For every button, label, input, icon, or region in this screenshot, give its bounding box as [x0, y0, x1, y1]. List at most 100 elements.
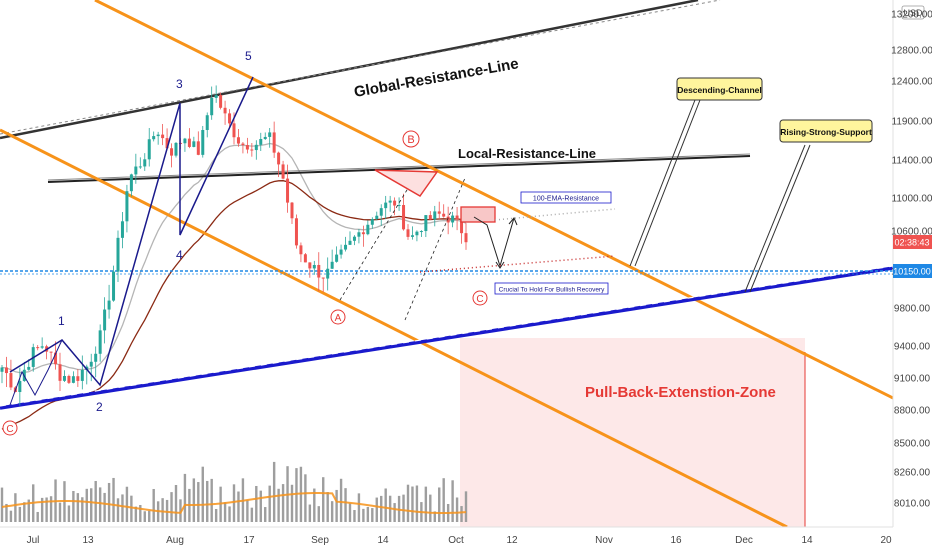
volume-bar [85, 488, 88, 522]
candle-body [379, 208, 383, 216]
support-price-text: 10150.00 [893, 267, 931, 277]
volume-bar [112, 477, 115, 522]
volume-bar [103, 492, 106, 522]
volume-bar [295, 468, 298, 522]
candle-body [62, 375, 66, 381]
volume-bar [237, 491, 240, 522]
candle-body [433, 211, 437, 220]
volume-bar [174, 485, 178, 522]
candle-body [361, 232, 365, 235]
support-price-tag: 10150.00 [893, 264, 932, 278]
price-tick-label: 12800.00 [891, 46, 932, 57]
volume-bar [148, 510, 151, 522]
b-wave-triangle [374, 169, 439, 197]
ema200-forward-dotted [419, 255, 616, 273]
volume-bar [362, 508, 365, 522]
time-tick-label: 14 [801, 535, 813, 546]
candle-body [134, 166, 138, 175]
candle-body [27, 366, 31, 370]
candle-body [152, 136, 156, 140]
volume-bar [451, 480, 454, 522]
usd-label: USD [903, 8, 923, 18]
volume-bar [197, 482, 200, 522]
volume-ma-line [1, 492, 467, 514]
time-axis-background[interactable] [0, 527, 893, 550]
volume-bar [250, 507, 254, 522]
candle-body [143, 159, 147, 167]
volume-layer [0, 461, 468, 522]
descending-channel-callout: Descending-Channel [676, 77, 763, 101]
time-tick-label: Nov [595, 535, 613, 546]
volume-bar [116, 498, 120, 522]
price-tick-label: 9400.00 [894, 342, 931, 353]
candle-body [58, 364, 62, 381]
volume-bar [424, 486, 428, 522]
candle-body [120, 221, 124, 238]
price-tick-label: 13200.00 [891, 10, 932, 21]
candle-body [384, 202, 388, 209]
wave-2-label: 2 [96, 400, 103, 414]
volume-bar [40, 497, 44, 522]
candle-body [138, 166, 142, 168]
candle-body [357, 232, 361, 237]
volume-bar [67, 505, 71, 522]
ema-resistance-text: 100-EMA-Resistance [533, 196, 599, 203]
candle-body [129, 174, 133, 192]
rising-support-pointer-2 [749, 144, 811, 293]
time-tick-label: Sep [311, 535, 329, 546]
descending-channel-text: Descending-Channel [677, 85, 762, 95]
price-tick-label: 12400.00 [891, 77, 932, 88]
candle-body [103, 309, 107, 331]
candle-body [455, 215, 459, 220]
volume-bar [45, 497, 48, 522]
dashed-trend-1 [339, 184, 411, 301]
candle-body [424, 215, 428, 232]
volume-bar [464, 491, 468, 522]
volume-bar [313, 488, 316, 522]
volume-bar [125, 486, 129, 522]
wave-5-label: 5 [245, 49, 252, 63]
volume-bar [264, 507, 267, 522]
volume-bar [348, 503, 352, 522]
volume-bar [232, 484, 236, 522]
price-tick-label: 8010.00 [894, 499, 931, 510]
projection-arrow-down [495, 261, 505, 269]
candle-body [415, 231, 419, 236]
time-tick-label: 20 [880, 535, 892, 546]
rising-support-text: Rising-Strong-Support [780, 127, 872, 137]
time-tick-label: 16 [670, 535, 682, 546]
volume-bar [192, 478, 196, 522]
candle-body [335, 254, 339, 262]
time-axis-ticks: Jul 13 Aug 17 Sep 14 Oct 12 Nov 16 Dec 14 20 [27, 535, 892, 546]
wave-a-label: A [335, 313, 342, 324]
volume-bar [308, 504, 312, 522]
candle-body [348, 240, 352, 245]
elliott-wave-path [9, 76, 254, 387]
volume-bar [339, 478, 343, 522]
candle-body [402, 205, 406, 230]
volume-bar [353, 510, 356, 522]
volume-bar [27, 499, 30, 522]
volume-bar [322, 477, 325, 522]
candle-body [344, 244, 348, 250]
candle-body [161, 134, 165, 139]
candle-body [205, 115, 209, 131]
candle-body [147, 139, 151, 160]
price-tick-label: 8260.00 [894, 468, 931, 479]
candle-body [170, 148, 174, 156]
volume-bar [23, 502, 26, 522]
ema100-forward-dotted [494, 208, 616, 221]
volume-bar [290, 484, 294, 522]
usd-currency-badge[interactable]: USD [901, 5, 925, 20]
volume-bar [152, 488, 155, 522]
candle-body [330, 261, 334, 269]
candle-body [219, 95, 223, 108]
candle-body [54, 352, 58, 365]
candle-body [366, 224, 370, 235]
volume-bar [36, 511, 39, 522]
candle-body [317, 264, 321, 278]
candle-body [4, 367, 8, 374]
volume-bar [121, 494, 124, 522]
candle-body [442, 213, 446, 217]
